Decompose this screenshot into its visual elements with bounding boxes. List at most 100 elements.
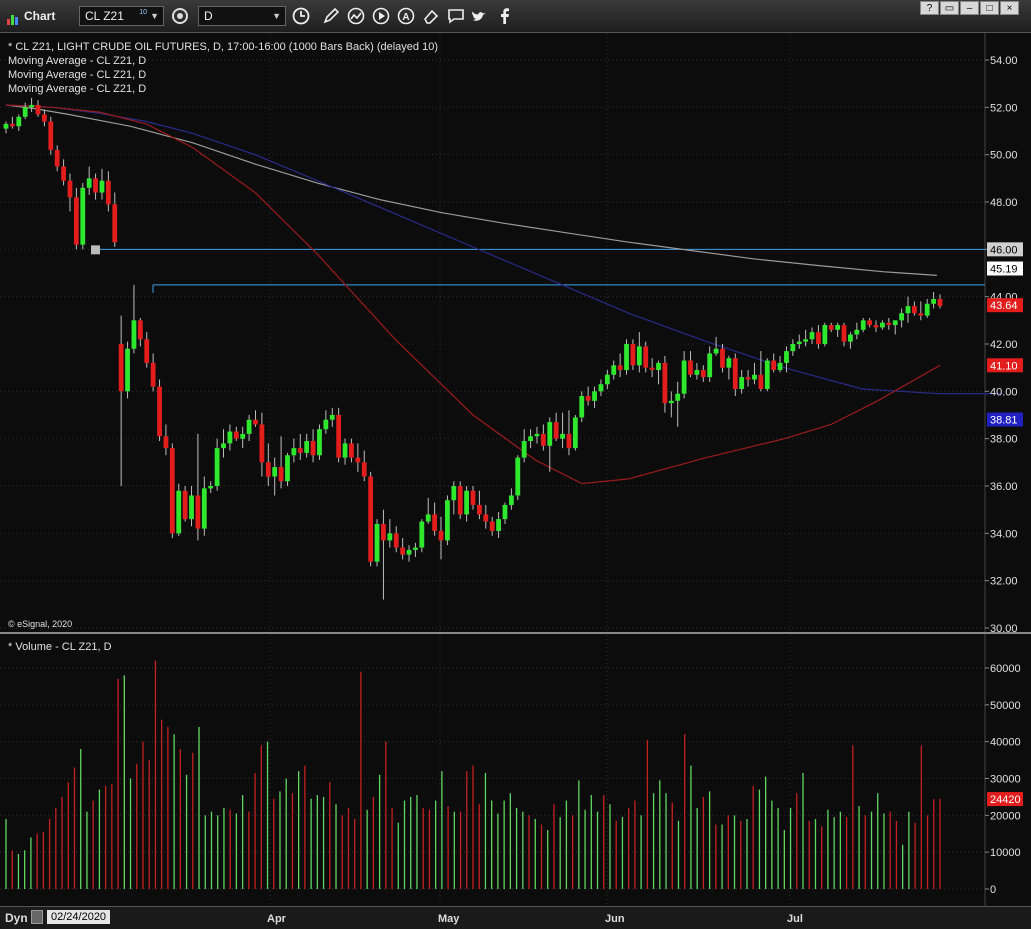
- candle-body-9: [61, 166, 66, 181]
- candle-body-133: [854, 329, 860, 335]
- candle-body-139: [892, 320, 898, 326]
- interval-value: D: [204, 9, 213, 23]
- candle-body-67: [432, 514, 438, 531]
- candle-body-77: [496, 519, 501, 531]
- volume-tag-label: 24420: [990, 794, 1021, 806]
- candles: [3, 97, 943, 600]
- chevron-down-icon[interactable]: ▼: [272, 11, 281, 21]
- month-label-jul: Jul: [787, 913, 803, 925]
- candle-body-100: [643, 346, 649, 368]
- candle-body-105: [675, 393, 681, 401]
- candle-body-58: [374, 523, 380, 562]
- chart-area[interactable]: 54.0052.0050.0048.0046.0044.0042.0040.00…: [0, 33, 1031, 906]
- candle-body-64: [413, 547, 418, 550]
- clock-icon[interactable]: [291, 6, 311, 26]
- link-gear-icon[interactable]: [170, 6, 190, 26]
- candle-body-80: [515, 457, 521, 496]
- candle-body-63: [406, 549, 412, 555]
- candle-body-44: [285, 455, 290, 482]
- candle-body-112: [720, 348, 725, 368]
- study-icon[interactable]: [346, 6, 366, 26]
- candle-body-118: [758, 374, 764, 389]
- value-tag-label-3: 41.10: [990, 360, 1018, 372]
- comment-icon[interactable]: [446, 6, 466, 26]
- candle-body-95: [611, 365, 617, 375]
- chevron-down-icon[interactable]: ▼: [150, 11, 159, 21]
- candle-body-128: [822, 325, 828, 344]
- candle-body-123: [790, 344, 796, 352]
- symbol-input[interactable]: CL Z21 10 ▼: [79, 6, 164, 26]
- candle-body-124: [796, 341, 802, 344]
- help-button[interactable]: ?: [920, 1, 939, 15]
- candle-body-84: [540, 433, 546, 446]
- dyn-label: Dyn: [5, 911, 28, 925]
- interval-select[interactable]: D ▼: [198, 6, 286, 26]
- month-label-may: May: [438, 913, 460, 925]
- value-tag-bg-0: [987, 242, 1023, 257]
- alert-icon[interactable]: A: [396, 6, 416, 26]
- eraser-icon[interactable]: [421, 6, 441, 26]
- candle-body-28: [182, 490, 188, 520]
- candle-body-52: [336, 415, 342, 458]
- candle-body-22: [144, 339, 150, 363]
- candle-body-41: [265, 462, 271, 477]
- candle-body-73: [470, 490, 476, 505]
- play-icon[interactable]: [371, 6, 391, 26]
- volume-tick-label-3: 30000: [990, 774, 1021, 786]
- candle-body-27: [176, 490, 182, 534]
- candle-body-107: [688, 360, 693, 375]
- value-tag-bg-3: [987, 358, 1023, 373]
- price-tick-label-0: 54.00: [990, 55, 1018, 67]
- candle-body-38: [246, 419, 252, 434]
- candle-body-61: [393, 533, 399, 548]
- month-label-apr: Apr: [267, 913, 286, 925]
- candle-body-99: [636, 346, 642, 366]
- volume-tick-label-6: 0: [990, 884, 996, 896]
- candle-body-144: [924, 303, 930, 316]
- candle-body-119: [764, 360, 770, 389]
- candle-body-110: [707, 353, 713, 378]
- candle-body-109: [700, 370, 706, 378]
- candle-body-129: [828, 325, 834, 330]
- candle-body-82: [528, 436, 533, 442]
- volume-axis: 60000 50000 40000 30000 20000 10000 0: [985, 663, 1021, 896]
- maximize-button[interactable]: □: [980, 1, 999, 15]
- candle-body-140: [899, 313, 905, 321]
- price-tick-label-2: 50.00: [990, 150, 1018, 162]
- close-button[interactable]: ×: [1000, 1, 1019, 15]
- price-tick-label-3: 48.00: [990, 197, 1018, 209]
- candle-body-141: [905, 306, 911, 314]
- candle-body-142: [912, 306, 917, 314]
- facebook-icon[interactable]: [495, 6, 515, 26]
- candle-body-56: [361, 462, 367, 477]
- value-tag-label-0: 46.00: [990, 244, 1018, 256]
- twitter-icon[interactable]: [470, 6, 490, 26]
- candle-body-85: [547, 422, 553, 446]
- candle-body-87: [560, 433, 565, 439]
- candle-body-50: [323, 419, 329, 430]
- candle-body-8: [54, 149, 60, 167]
- minimize-button[interactable]: –: [960, 1, 979, 15]
- draw-pencil-icon[interactable]: [321, 6, 341, 26]
- candle-body-97: [624, 344, 629, 371]
- candle-body-37: [240, 433, 246, 439]
- app-title: Chart: [24, 9, 56, 23]
- candle-body-49: [317, 429, 322, 456]
- candle-body-55: [355, 457, 361, 463]
- candle-body-76: [489, 521, 495, 531]
- candle-body-102: [656, 362, 661, 371]
- candle-body-89: [572, 417, 578, 449]
- candle-body-79: [508, 495, 514, 505]
- dyn-toggle-button[interactable]: [31, 910, 43, 924]
- price-tick-label-11: 32.00: [990, 576, 1018, 588]
- candle-body-131: [841, 325, 847, 342]
- volume-bars: [5, 660, 941, 889]
- chart-icon: [7, 15, 18, 25]
- candle-body-104: [668, 400, 674, 404]
- ma-legend-2: Moving Average - CL Z21, D: [8, 69, 146, 81]
- candle-body-71: [457, 486, 463, 515]
- chart-toolbar: Chart CL Z21 10 ▼ D ▼ A ? ▭ – □ ×: [0, 0, 1031, 33]
- candle-body-32: [208, 486, 214, 489]
- restore-button[interactable]: ▭: [940, 1, 959, 15]
- candle-body-25: [163, 436, 169, 449]
